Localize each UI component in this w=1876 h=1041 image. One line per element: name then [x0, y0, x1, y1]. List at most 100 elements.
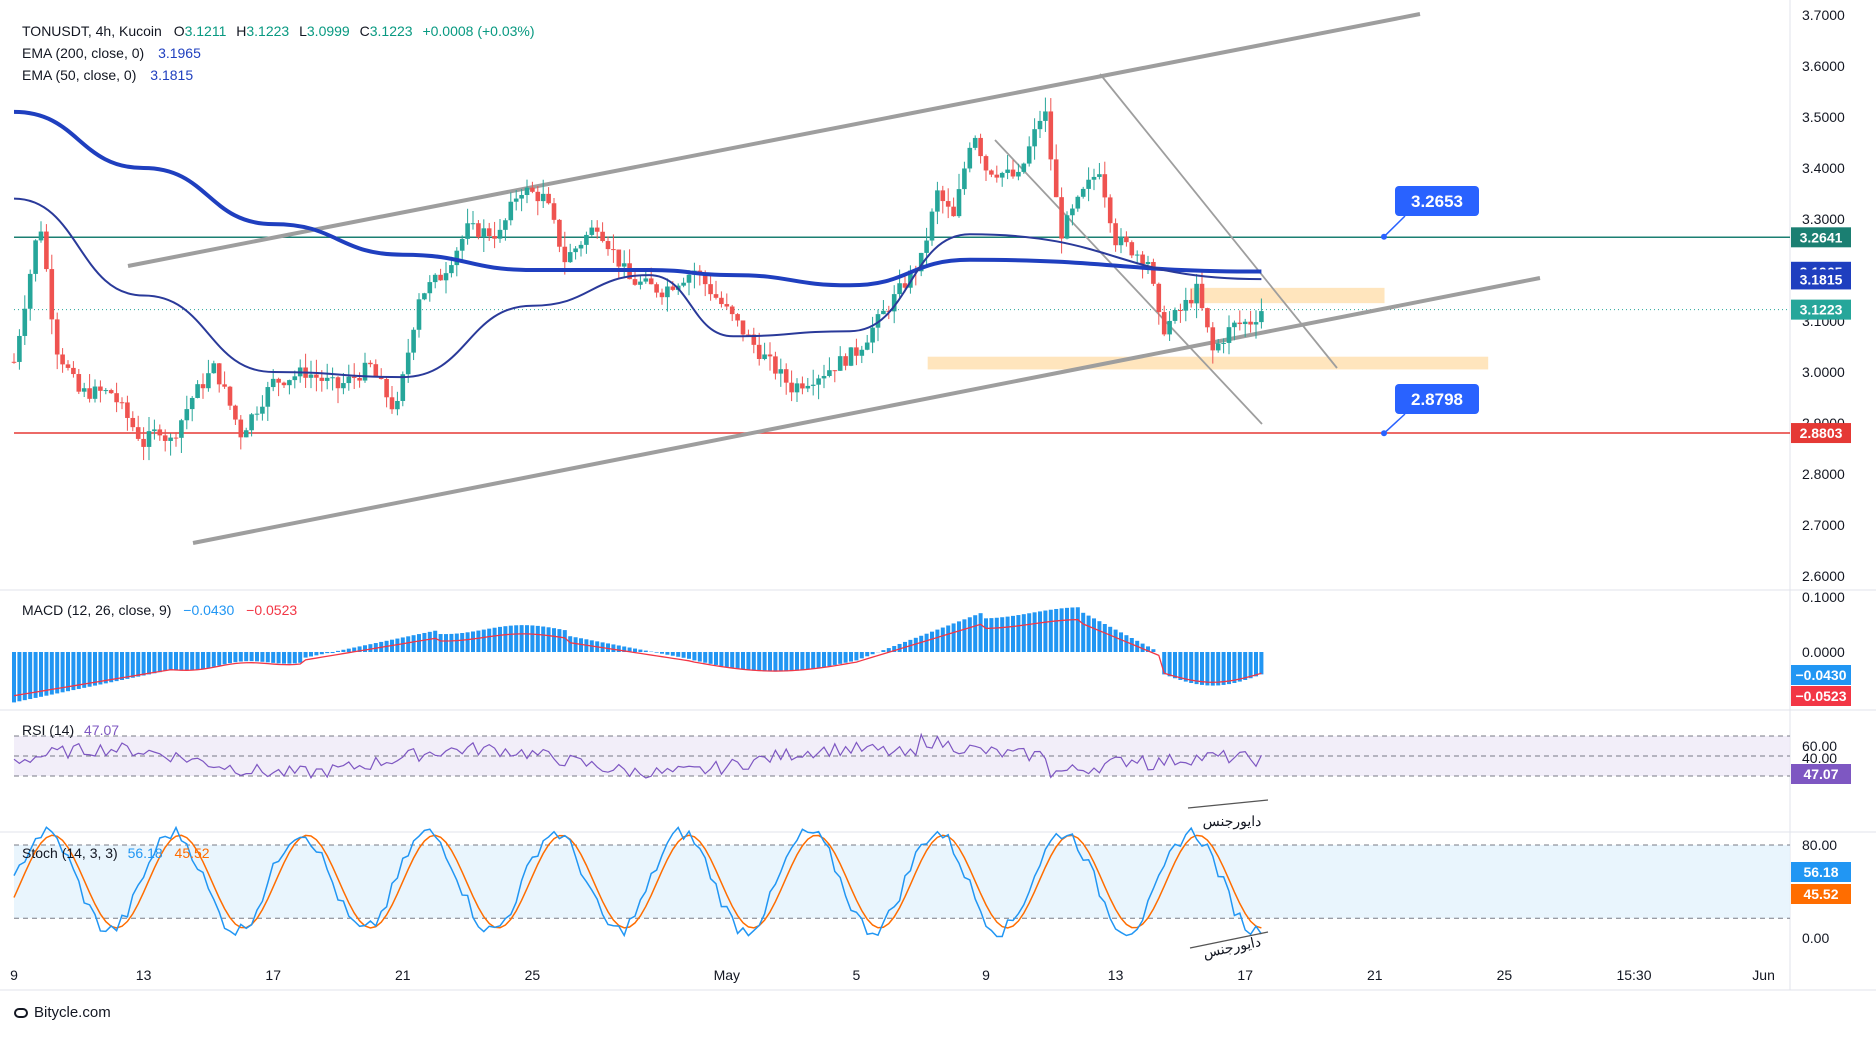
- candle-body: [66, 364, 71, 368]
- macd-bar: [979, 613, 983, 652]
- macd-bar: [644, 651, 648, 652]
- macd-bar: [957, 621, 961, 652]
- candle-body: [309, 375, 314, 378]
- candle-body: [806, 386, 811, 389]
- macd-bar: [314, 652, 318, 655]
- ohlc-h-value: 3.1223: [246, 23, 289, 39]
- macd-bar: [412, 635, 416, 652]
- macd-bar: [1189, 652, 1193, 683]
- candle-body: [147, 431, 152, 447]
- brand-footer[interactable]: Bitycle.com: [14, 1004, 111, 1021]
- candle-body: [266, 387, 271, 407]
- macd-bar: [368, 644, 372, 652]
- macd-bar: [482, 630, 486, 652]
- macd-bar: [514, 625, 518, 652]
- price-tag-label: 3.2641: [1800, 229, 1843, 245]
- macd-bar: [968, 617, 972, 652]
- macd-bar: [1006, 617, 1010, 652]
- macd-bar: [109, 652, 113, 682]
- macd-bar: [503, 626, 507, 652]
- ema50-label: EMA (50, close, 0): [22, 67, 136, 83]
- macd-bar: [174, 652, 178, 670]
- macd-bar: [709, 652, 713, 664]
- candle-body: [449, 265, 454, 273]
- price-tag-label: 3.1223: [1800, 302, 1843, 318]
- candle-body: [1205, 308, 1210, 327]
- macd-bar: [682, 652, 686, 658]
- macd-bar: [1081, 613, 1085, 652]
- macd-bar: [952, 623, 956, 652]
- candle-body: [973, 138, 978, 148]
- macd-bar: [860, 652, 864, 658]
- candle-body: [1167, 321, 1172, 334]
- ohlc-l-label: L: [299, 23, 307, 39]
- candle-body: [644, 278, 649, 281]
- candle-body: [514, 199, 519, 202]
- macd-bar: [941, 628, 945, 652]
- macd-bar: [1092, 618, 1096, 652]
- macd-bar: [665, 652, 669, 655]
- candle-body: [17, 336, 22, 362]
- candle-body: [924, 241, 929, 253]
- macd-bar: [428, 632, 432, 652]
- callout-anchor: [1381, 234, 1387, 240]
- callout-pointer: [1384, 216, 1405, 237]
- macd-bar: [422, 633, 426, 652]
- candle-body: [87, 388, 92, 399]
- ema200-line: [14, 112, 1261, 285]
- candle-body: [930, 212, 935, 241]
- candle-body: [201, 384, 206, 388]
- macd-bar: [989, 618, 993, 652]
- macd-bar: [655, 652, 659, 653]
- macd-bar: [179, 652, 183, 671]
- macd-bar: [1016, 615, 1020, 652]
- macd-bar: [71, 652, 75, 690]
- candle-body: [438, 275, 443, 281]
- callout-anchor: [1381, 430, 1387, 436]
- candle-body: [422, 293, 427, 299]
- macd-bar: [201, 652, 205, 669]
- rsi-tag-label: 47.07: [1803, 766, 1838, 782]
- candle-body: [503, 220, 508, 230]
- link-icon: [14, 1008, 28, 1018]
- candle-body: [1070, 209, 1075, 216]
- candle-body: [557, 220, 562, 247]
- time-tick-label: 5: [853, 967, 861, 983]
- macd-bar: [1076, 607, 1080, 652]
- macd-bar: [1173, 652, 1177, 678]
- candle-body: [12, 362, 17, 363]
- macd-bar: [817, 652, 821, 668]
- time-tick-label: May: [714, 967, 740, 983]
- candles: [12, 98, 1264, 460]
- macd-bar: [433, 631, 437, 652]
- candle-body: [827, 370, 832, 376]
- candle-body: [552, 203, 557, 220]
- macd-bar: [1184, 652, 1188, 682]
- candle-body: [671, 287, 676, 290]
- candle-body: [433, 275, 438, 282]
- macd-bar: [530, 625, 534, 652]
- rsi-label: RSI (14): [22, 722, 74, 738]
- candle-body: [611, 249, 616, 250]
- macd-bar: [849, 652, 853, 662]
- macd-bar: [1232, 652, 1236, 683]
- candle-body: [811, 385, 816, 386]
- macd-bar: [77, 652, 81, 689]
- candle-body: [492, 236, 497, 239]
- candle-body: [1151, 262, 1156, 284]
- candle-body: [957, 189, 962, 216]
- ohlc-c-value: 3.1223: [370, 23, 413, 39]
- macd-bar: [1119, 632, 1123, 652]
- candle-body: [1232, 323, 1237, 328]
- time-tick-label: 25: [525, 967, 541, 983]
- price-tick-label: 3.6000: [1802, 58, 1845, 74]
- macd-bar: [1087, 616, 1091, 652]
- macd-bar: [703, 652, 707, 663]
- macd-bar: [919, 636, 923, 652]
- candle-body: [784, 369, 789, 382]
- candle-body: [757, 345, 762, 359]
- macd-bar: [638, 650, 642, 652]
- macd-bar: [714, 652, 718, 665]
- macd-bar: [196, 652, 200, 670]
